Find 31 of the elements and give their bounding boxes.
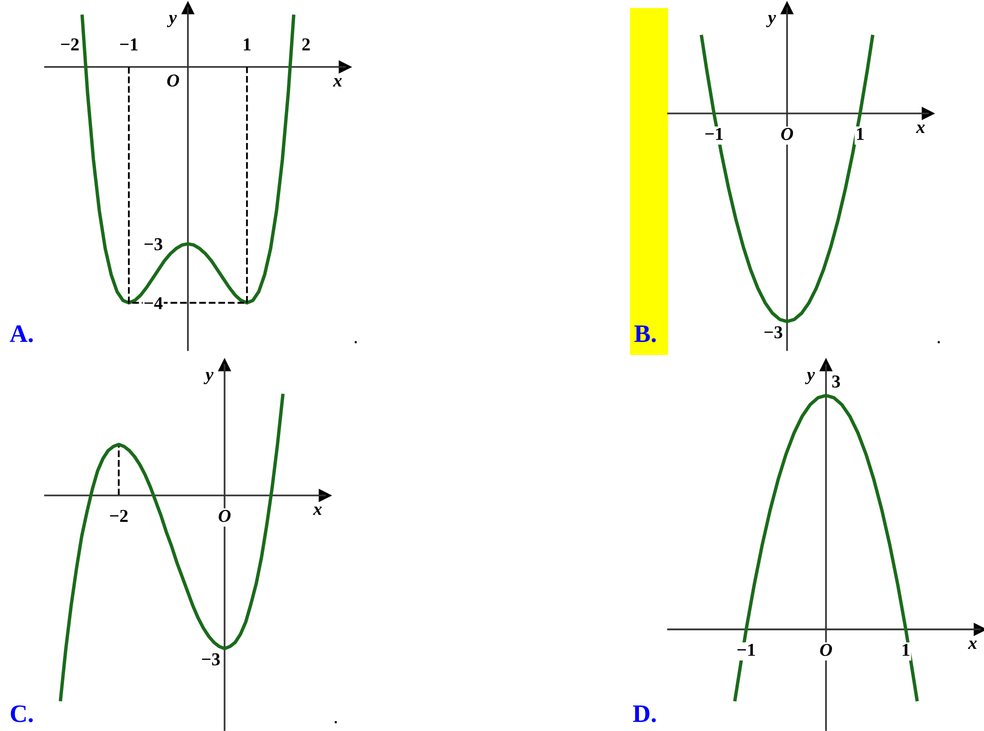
y-tick-label: −4 — [144, 297, 163, 310]
x-tick-label: O — [781, 128, 794, 140]
x-tick-label: 1 — [902, 644, 910, 656]
x-tick-label: 2 — [302, 38, 310, 50]
text: B. — [634, 326, 656, 342]
x-tick-label: −1 — [705, 128, 723, 140]
text: . — [938, 341, 940, 344]
x-axis-title: x — [332, 78, 342, 86]
x-axis-title: x — [916, 124, 925, 133]
x-tick-label: −2 — [110, 510, 128, 522]
annotation: O — [167, 74, 180, 87]
x-tick-label: 1 — [857, 128, 864, 140]
x-tick-label: −2 — [61, 38, 79, 50]
text: . — [354, 341, 357, 344]
text: D. — [633, 706, 656, 722]
y-axis-title: y — [204, 372, 214, 384]
y-axis-title: y — [766, 14, 776, 28]
x-tick-label: O — [820, 644, 832, 656]
text: . — [334, 721, 337, 724]
annotation: 3 — [832, 375, 840, 388]
x-axis-title: x — [968, 640, 977, 649]
annotation: −3 — [764, 326, 782, 338]
annotation: −3 — [202, 653, 220, 666]
x-tick-label: −1 — [120, 38, 138, 50]
x-tick-label: 1 — [244, 38, 251, 50]
x-axis-title: x — [312, 506, 322, 515]
text: A. — [10, 325, 33, 342]
x-tick-label: −1 — [737, 644, 755, 656]
y-axis-title: y — [805, 372, 815, 384]
text: C. — [10, 705, 33, 722]
y-axis-title: y — [166, 14, 177, 28]
